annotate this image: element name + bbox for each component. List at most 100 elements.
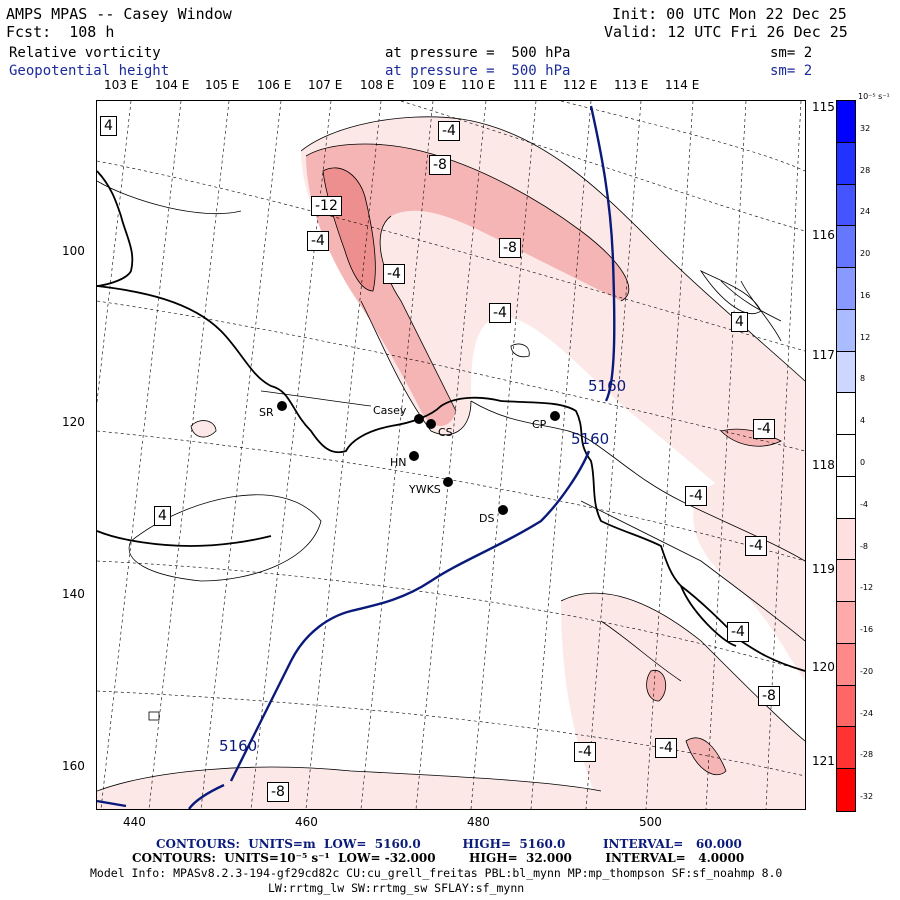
colorbar-tick-label: -24 [860,708,874,718]
field1-smoothing: sm= 2 [770,45,813,61]
vorticity-contour-label: 4 [154,506,171,526]
top-longitude-label: 110 E [461,78,496,92]
colorbar-tick-label: 28 [860,165,871,175]
colorbar-segment [837,393,855,436]
vorticity-contour-label: -4 [489,303,511,323]
vorticity-contour-label: -8 [499,238,521,258]
valid-time: Valid: 12 UTC Fri 26 Dec 25 [604,23,848,41]
height-label: 5160 [588,377,627,395]
station-label-CS: CS [438,426,453,439]
y-tick-label: 120 [62,415,85,429]
colorbar-tick-label: -32 [860,792,874,802]
colorbar-segment [837,142,855,185]
vorticity-contour-label: -12 [311,196,342,216]
map-svg [97,101,805,809]
colorbar-segment [837,101,855,143]
map-panel[interactable]: SR Casey CS HN YWKS DS CP 5160 5160 5160… [96,100,806,810]
colorbar-tick-label: -16 [860,625,874,635]
footer-physics-info: LW:rrtmg_lw SW:rrtmg_sw SFLAY:sf_mynn [268,881,525,895]
colorbar-segment [837,435,855,477]
colorbar-tick-label: -8 [860,541,868,551]
colorbar [836,100,856,812]
station-label-CP: CP [532,418,547,431]
footer-vorticity-contours: CONTOURS: UNITS=10⁻⁵ s⁻¹ LOW= -32.000 HI… [132,851,745,865]
coastline [97,170,805,672]
colorbar-segment [837,351,855,394]
station-dot-HN[interactable] [409,451,419,461]
height-label: 5160 [219,737,258,755]
station-label-Casey: Casey [373,404,407,417]
field2-name: Geopotential height [9,63,170,79]
colorbar-segment [837,643,855,686]
geopotential-height-contour [97,105,616,809]
colorbar-tick-label: -4 [860,499,868,509]
field1-level: at pressure = 500 hPa [385,45,571,61]
top-longitude-label: 111 E [513,78,548,92]
top-longitude-label: 104 E [155,78,190,92]
x-tick-label: 440 [123,815,146,829]
colorbar-segment [837,560,855,603]
colorbar-segment [837,184,855,227]
colorbar-segment [837,226,855,269]
vorticity-contour-label: -4 [753,419,775,439]
vorticity-contour-label: -4 [383,264,405,284]
vorticity-contour-label: -4 [655,738,677,758]
map-title: AMPS MPAS -- Casey Window [6,5,232,23]
colorbar-segment [837,518,855,561]
vorticity-contour-label: -8 [267,782,289,802]
colorbar-segment [837,602,855,644]
y-tick-label: 140 [62,587,85,601]
top-longitude-label: 108 E [360,78,395,92]
station-label-DS: DS [479,512,495,525]
forecast-hour: Fcst: 108 h [6,23,115,41]
top-longitude-label: 109 E [412,78,447,92]
station-label-YWKS: YWKS [409,483,441,496]
field2-smoothing: sm= 2 [770,63,813,79]
station-dot-YWKS[interactable] [443,477,453,487]
height-label: 5160 [571,430,610,448]
field1-name: Relative vorticity [9,45,161,61]
colorbar-tick-label: 0 [860,458,866,467]
top-longitude-label: 114 E [665,78,700,92]
top-longitude-label: 113 E [614,78,649,92]
vorticity-contours [97,116,805,792]
vorticity-contour-label: -4 [727,622,749,642]
x-tick-label: 500 [639,815,662,829]
station-label-HN: HN [390,456,407,469]
colorbar-tick-label: 20 [860,249,871,259]
footer-height-contours: CONTOURS: UNITS=m LOW= 5160.0 HIGH= 5160… [156,837,742,851]
colorbar-tick-label: 12 [860,332,871,342]
top-longitude-label: 105 E [205,78,240,92]
colorbar-tick-label: 24 [860,207,871,217]
colorbar-tick-label: 32 [860,123,871,133]
colorbar-segment [837,685,855,728]
vorticity-contour-label: 4 [100,116,117,136]
station-dot-SR[interactable] [277,401,287,411]
colorbar-tick-label: 16 [860,290,871,300]
graticule [97,101,805,809]
x-tick-label: 460 [295,815,318,829]
colorbar-tick-label: -12 [860,583,874,593]
top-longitude-label: 112 E [563,78,598,92]
vorticity-shading [97,116,805,809]
top-longitude-label: 107 E [308,78,343,92]
colorbar-segment [837,727,855,770]
top-longitude-label: 103 E [104,78,139,92]
vorticity-contour-label: -4 [438,121,460,141]
colorbar-tick-label: 4 [860,416,866,426]
vorticity-contour-label: -4 [307,231,329,251]
station-dot-CS[interactable] [426,419,436,429]
vorticity-contour-label: 4 [731,312,748,332]
station-dot-CP[interactable] [550,411,560,421]
colorbar-tick-label: -20 [860,666,874,676]
colorbar-segment [837,476,855,519]
colorbar-tick-label: 8 [860,374,866,384]
top-longitude-label: 106 E [257,78,292,92]
y-tick-label: 100 [62,244,85,258]
station-label-SR: SR [259,406,274,419]
station-dot-DS[interactable] [498,505,508,515]
station-dot-Casey[interactable] [414,414,424,424]
field2-level: at pressure = 500 hPa [385,63,571,79]
station-markers [277,401,560,515]
vorticity-contour-label: -4 [745,536,767,556]
